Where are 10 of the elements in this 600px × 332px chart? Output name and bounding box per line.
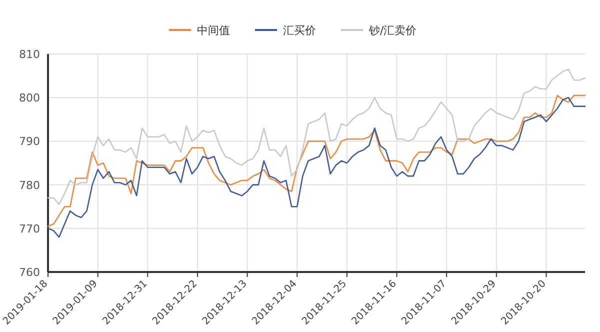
- y-tick-label: 810: [19, 48, 40, 61]
- y-tick-label: 760: [19, 266, 40, 279]
- legend-label: 汇买价: [283, 24, 316, 37]
- legend-label: 钞/汇卖价: [368, 24, 417, 37]
- line-series: [47, 68, 586, 206]
- legend-label: 中间值: [197, 24, 230, 37]
- y-tick-label: 790: [19, 135, 40, 148]
- y-tick-label: 780: [19, 178, 40, 192]
- y-tick-label: 770: [19, 222, 40, 236]
- y-tick-label: 800: [19, 92, 40, 105]
